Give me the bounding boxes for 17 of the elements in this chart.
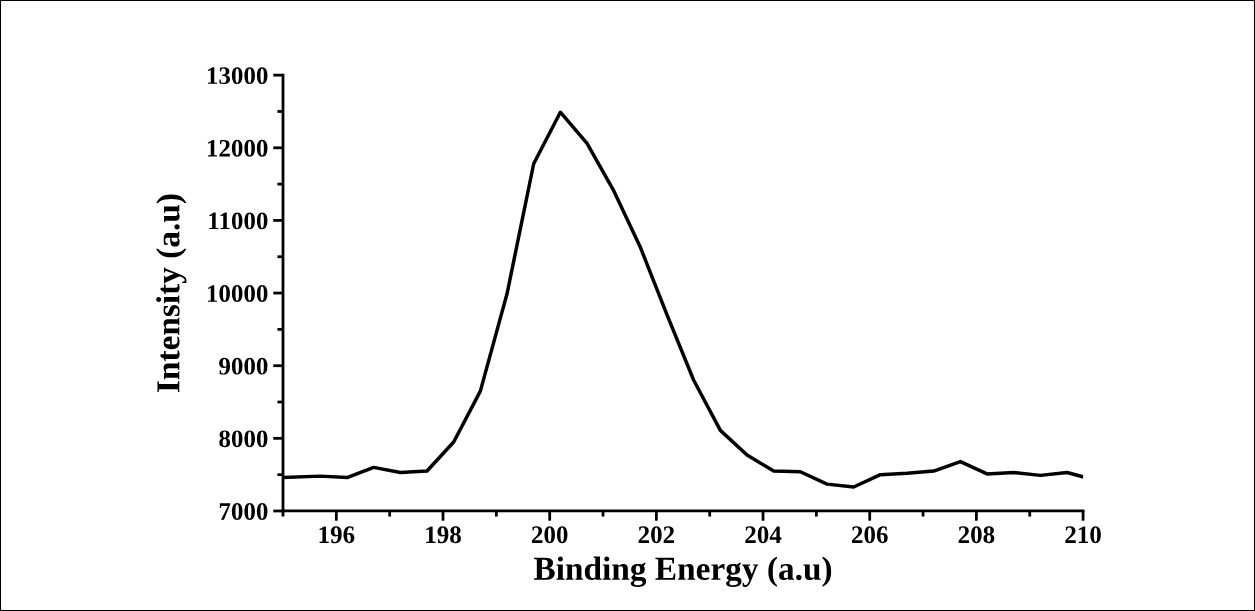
y-tick-label: 8000 [219, 430, 268, 448]
x-tick-label: 206 [852, 526, 888, 544]
x-tick-label: 196 [319, 526, 355, 544]
x-tick-label: 200 [531, 526, 568, 544]
y-tick-label: 10000 [207, 285, 268, 302]
x-tick-label: 208 [958, 526, 995, 544]
y-tick-label: 11000 [209, 212, 268, 230]
y-tick-label: 13000 [207, 67, 268, 85]
y-tick-label: 7000 [219, 503, 268, 520]
x-tick-label: 202 [638, 526, 675, 544]
y-axis-title: Intensity (a.u) [156, 194, 187, 392]
y-tick-label: 12000 [207, 139, 268, 157]
x-tick-label: 198 [426, 526, 461, 544]
y-tick-label: 9000 [219, 357, 268, 375]
x-tick-label: 210 [1065, 526, 1101, 544]
x-tick-label: 204 [745, 526, 782, 544]
x-axis-title: Binding Energy (a.u) [534, 556, 832, 588]
